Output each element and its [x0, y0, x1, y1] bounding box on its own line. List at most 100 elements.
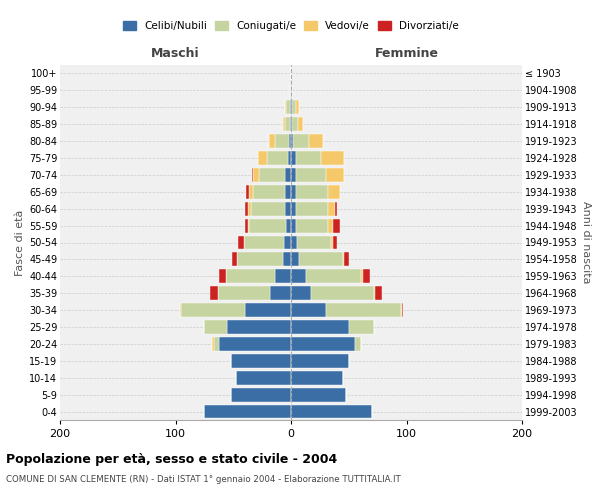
Bar — [244, 236, 284, 250]
Bar — [291, 371, 343, 384]
Bar — [296, 100, 299, 114]
Bar — [181, 303, 245, 317]
Bar — [291, 388, 346, 402]
Bar — [212, 337, 214, 351]
Bar — [297, 236, 331, 250]
Bar — [332, 218, 340, 232]
Bar — [250, 185, 253, 198]
Bar — [270, 286, 291, 300]
Bar — [290, 117, 291, 131]
Bar — [291, 270, 306, 283]
Bar — [236, 371, 291, 384]
Bar — [275, 270, 291, 283]
Bar — [296, 168, 326, 182]
Bar — [291, 100, 292, 114]
Bar — [296, 202, 328, 215]
Bar — [248, 218, 250, 232]
Bar — [291, 404, 372, 418]
Bar — [285, 117, 290, 131]
Bar — [291, 151, 296, 165]
Bar — [285, 168, 291, 182]
Bar — [376, 286, 382, 300]
Bar — [286, 218, 291, 232]
Bar — [246, 185, 250, 198]
Bar — [402, 303, 403, 317]
Bar — [328, 202, 335, 215]
Bar — [267, 151, 287, 165]
Bar — [231, 388, 291, 402]
Bar — [291, 252, 299, 266]
Bar — [218, 286, 270, 300]
Bar — [283, 252, 291, 266]
Bar — [180, 303, 181, 317]
Bar — [296, 151, 321, 165]
Bar — [332, 236, 337, 250]
Bar — [231, 354, 291, 368]
Bar — [361, 270, 362, 283]
Bar — [250, 218, 286, 232]
Bar — [259, 168, 285, 182]
Bar — [227, 320, 291, 334]
Bar — [245, 218, 248, 232]
Bar — [298, 117, 302, 131]
Bar — [205, 404, 291, 418]
Bar — [296, 218, 328, 232]
Bar — [344, 252, 349, 266]
Bar — [299, 252, 343, 266]
Bar — [284, 236, 291, 250]
Bar — [257, 151, 267, 165]
Legend: Celibi/Nubili, Coniugati/e, Vedovi/e, Divorziati/e: Celibi/Nubili, Coniugati/e, Vedovi/e, Di… — [119, 17, 463, 36]
Bar — [275, 134, 289, 148]
Bar — [290, 84, 291, 98]
Bar — [321, 151, 344, 165]
Bar — [291, 117, 292, 131]
Bar — [248, 202, 251, 215]
Text: Femmine: Femmine — [374, 47, 439, 60]
Bar — [245, 303, 291, 317]
Bar — [252, 168, 253, 182]
Bar — [287, 151, 291, 165]
Bar — [326, 168, 344, 182]
Bar — [285, 100, 286, 114]
Bar — [205, 320, 227, 334]
Bar — [296, 185, 328, 198]
Bar — [328, 218, 332, 232]
Bar — [292, 100, 296, 114]
Bar — [355, 337, 361, 351]
Y-axis label: Fasce di età: Fasce di età — [14, 210, 25, 276]
Bar — [291, 236, 297, 250]
Bar — [232, 252, 237, 266]
Bar — [253, 185, 285, 198]
Text: COMUNE DI SAN CLEMENTE (RN) - Dati ISTAT 1° gennaio 2004 - Elaborazione TUTTITAL: COMUNE DI SAN CLEMENTE (RN) - Dati ISTAT… — [6, 475, 401, 484]
Bar — [362, 270, 370, 283]
Bar — [291, 320, 349, 334]
Bar — [220, 337, 291, 351]
Bar — [311, 286, 374, 300]
Bar — [210, 286, 218, 300]
Bar — [237, 252, 283, 266]
Bar — [291, 168, 296, 182]
Bar — [283, 117, 285, 131]
Bar — [328, 185, 340, 198]
Bar — [253, 168, 259, 182]
Y-axis label: Anni di nascita: Anni di nascita — [581, 201, 592, 284]
Bar — [291, 354, 349, 368]
Bar — [374, 286, 376, 300]
Bar — [285, 185, 291, 198]
Text: Popolazione per età, sesso e stato civile - 2004: Popolazione per età, sesso e stato civil… — [6, 452, 337, 466]
Bar — [291, 202, 296, 215]
Bar — [335, 202, 337, 215]
Bar — [310, 134, 323, 148]
Bar — [291, 218, 296, 232]
Bar — [291, 134, 293, 148]
Bar — [285, 202, 291, 215]
Bar — [269, 134, 275, 148]
Bar — [331, 236, 332, 250]
Bar — [343, 252, 344, 266]
Bar — [238, 236, 244, 250]
Bar — [291, 185, 296, 198]
Bar — [326, 303, 401, 317]
Bar — [401, 303, 402, 317]
Text: Maschi: Maschi — [151, 47, 200, 60]
Bar — [245, 202, 248, 215]
